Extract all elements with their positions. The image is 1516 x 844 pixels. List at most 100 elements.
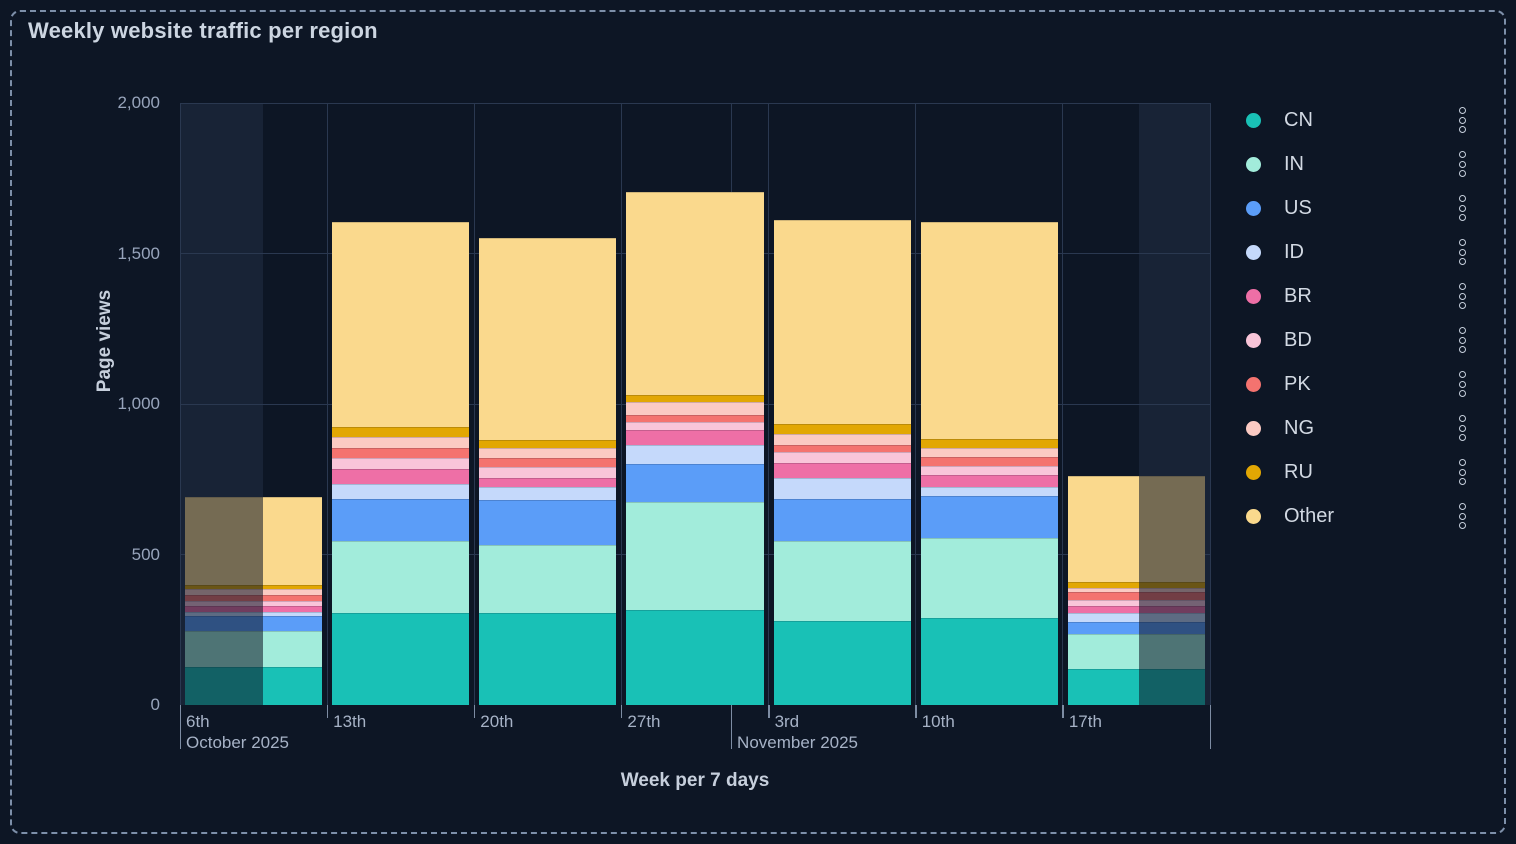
legend-color-dot xyxy=(1246,376,1261,392)
bar-segment-IN[interactable] xyxy=(626,501,764,611)
bar-segment-ID[interactable] xyxy=(1067,613,1205,623)
bar-segment-US[interactable] xyxy=(920,495,1058,538)
legend-label: BD xyxy=(1284,328,1312,351)
bar-segment-RU[interactable] xyxy=(626,394,764,403)
bar-segment-Other[interactable] xyxy=(773,220,911,424)
legend-item-BD[interactable]: BD xyxy=(1246,318,1470,362)
bar-segment-BR[interactable] xyxy=(1067,605,1205,614)
month-boundary-line xyxy=(1209,103,1211,705)
bar-segment-ID[interactable] xyxy=(773,477,911,499)
chart-plot-area xyxy=(179,102,1211,705)
bar-segment-BR[interactable] xyxy=(773,462,911,478)
stacked-bar-20th[interactable] xyxy=(479,238,617,705)
bar-segment-CN[interactable] xyxy=(920,617,1058,705)
bar-segment-IN[interactable] xyxy=(773,540,911,621)
bar-segment-RU[interactable] xyxy=(773,423,911,435)
bar-segment-ID[interactable] xyxy=(626,444,764,465)
bar-segment-PK[interactable] xyxy=(920,456,1058,466)
bar-segment-IN[interactable] xyxy=(920,537,1058,618)
bar-segment-US[interactable] xyxy=(773,498,911,541)
bar-segment-RU[interactable] xyxy=(920,438,1058,448)
bar-segment-BD[interactable] xyxy=(626,422,764,430)
bar-segment-US[interactable] xyxy=(479,500,617,546)
gridline-horizontal xyxy=(180,102,1210,104)
kebab-menu-icon[interactable] xyxy=(1457,500,1468,532)
legend-item-Other[interactable]: Other xyxy=(1246,494,1470,538)
legend-color-dot xyxy=(1246,288,1261,304)
bar-segment-IN[interactable] xyxy=(332,540,470,614)
bar-segment-Other[interactable] xyxy=(332,221,470,427)
bar-segment-Other[interactable] xyxy=(479,238,617,441)
kebab-menu-icon[interactable] xyxy=(1457,280,1468,312)
legend-item-US[interactable]: US xyxy=(1246,186,1470,230)
bar-segment-PK[interactable] xyxy=(1067,592,1205,600)
bar-segment-US[interactable] xyxy=(626,464,764,502)
kebab-menu-icon[interactable] xyxy=(1457,148,1468,180)
legend-item-NG[interactable]: NG xyxy=(1246,406,1470,450)
stacked-bar-6th[interactable] xyxy=(185,497,323,705)
bar-segment-ID[interactable] xyxy=(920,486,1058,496)
gridline-vertical xyxy=(915,103,917,705)
bar-segment-BD[interactable] xyxy=(920,465,1058,475)
stacked-bar-3rd[interactable] xyxy=(773,220,911,705)
bar-segment-RU[interactable] xyxy=(332,426,470,438)
bar-segment-RU[interactable] xyxy=(1067,581,1205,588)
bar-segment-NG[interactable] xyxy=(1067,587,1205,593)
bar-segment-BR[interactable] xyxy=(479,477,617,487)
bar-segment-RU[interactable] xyxy=(479,440,617,448)
bar-segment-Other[interactable] xyxy=(920,221,1058,439)
bar-segment-PK[interactable] xyxy=(332,447,470,459)
bar-segment-US[interactable] xyxy=(332,498,470,541)
legend-color-dot xyxy=(1246,156,1261,172)
kebab-menu-icon[interactable] xyxy=(1457,236,1468,268)
kebab-menu-icon[interactable] xyxy=(1457,368,1468,400)
bar-segment-CN[interactable] xyxy=(626,610,764,705)
x-tick-mark xyxy=(915,705,917,718)
bar-segment-NG[interactable] xyxy=(332,437,470,448)
bar-segment-Other[interactable] xyxy=(626,191,764,395)
bar-segment-ID[interactable] xyxy=(479,486,617,501)
legend-item-RU[interactable]: RU xyxy=(1246,450,1470,494)
bar-segment-IN[interactable] xyxy=(479,545,617,614)
bar-segment-CN[interactable] xyxy=(479,613,617,705)
bar-segment-NG[interactable] xyxy=(479,447,617,459)
kebab-menu-icon[interactable] xyxy=(1457,324,1468,356)
stacked-bar-10th[interactable] xyxy=(920,221,1058,705)
kebab-menu-icon[interactable] xyxy=(1457,192,1468,224)
kebab-menu-icon[interactable] xyxy=(1457,456,1468,488)
bar-segment-CN[interactable] xyxy=(773,620,911,705)
bar-segment-NG[interactable] xyxy=(773,434,911,445)
bar-segment-ID[interactable] xyxy=(332,483,470,499)
bar-segment-PK[interactable] xyxy=(773,444,911,453)
legend-item-CN[interactable]: CN xyxy=(1246,98,1470,142)
stacked-bar-13th[interactable] xyxy=(332,221,470,705)
legend-color-dot xyxy=(1246,332,1261,348)
bar-segment-BR[interactable] xyxy=(332,468,470,484)
bar-segment-BR[interactable] xyxy=(626,429,764,445)
bar-segment-PK[interactable] xyxy=(479,458,617,468)
bar-segment-BD[interactable] xyxy=(1067,599,1205,606)
legend-item-PK[interactable]: PK xyxy=(1246,362,1470,406)
legend-color-dot xyxy=(1246,112,1261,128)
kebab-menu-icon[interactable] xyxy=(1457,412,1468,444)
bar-segment-NG[interactable] xyxy=(920,447,1058,457)
bar-segment-BR[interactable] xyxy=(920,474,1058,487)
month-boundary-line xyxy=(179,103,181,705)
bar-segment-BD[interactable] xyxy=(773,452,911,463)
stacked-bar-17th[interactable] xyxy=(1067,476,1205,705)
month-boundary-tick xyxy=(730,705,733,749)
bar-segment-BD[interactable] xyxy=(332,458,470,469)
legend-color-dot xyxy=(1246,244,1261,260)
legend-label: PK xyxy=(1284,372,1311,395)
y-tick-label: 0 xyxy=(150,695,160,714)
legend-item-BR[interactable]: BR xyxy=(1246,274,1470,318)
bar-segment-CN[interactable] xyxy=(332,613,470,705)
stacked-bar-27th[interactable] xyxy=(626,191,764,705)
bar-segment-PK[interactable] xyxy=(626,414,764,423)
kebab-menu-icon[interactable] xyxy=(1457,104,1468,136)
bar-segment-NG[interactable] xyxy=(626,402,764,415)
legend-item-ID[interactable]: ID xyxy=(1246,230,1470,274)
y-tick-label: 500 xyxy=(131,544,160,564)
legend-item-IN[interactable]: IN xyxy=(1246,142,1470,186)
bar-segment-BD[interactable] xyxy=(479,467,617,478)
